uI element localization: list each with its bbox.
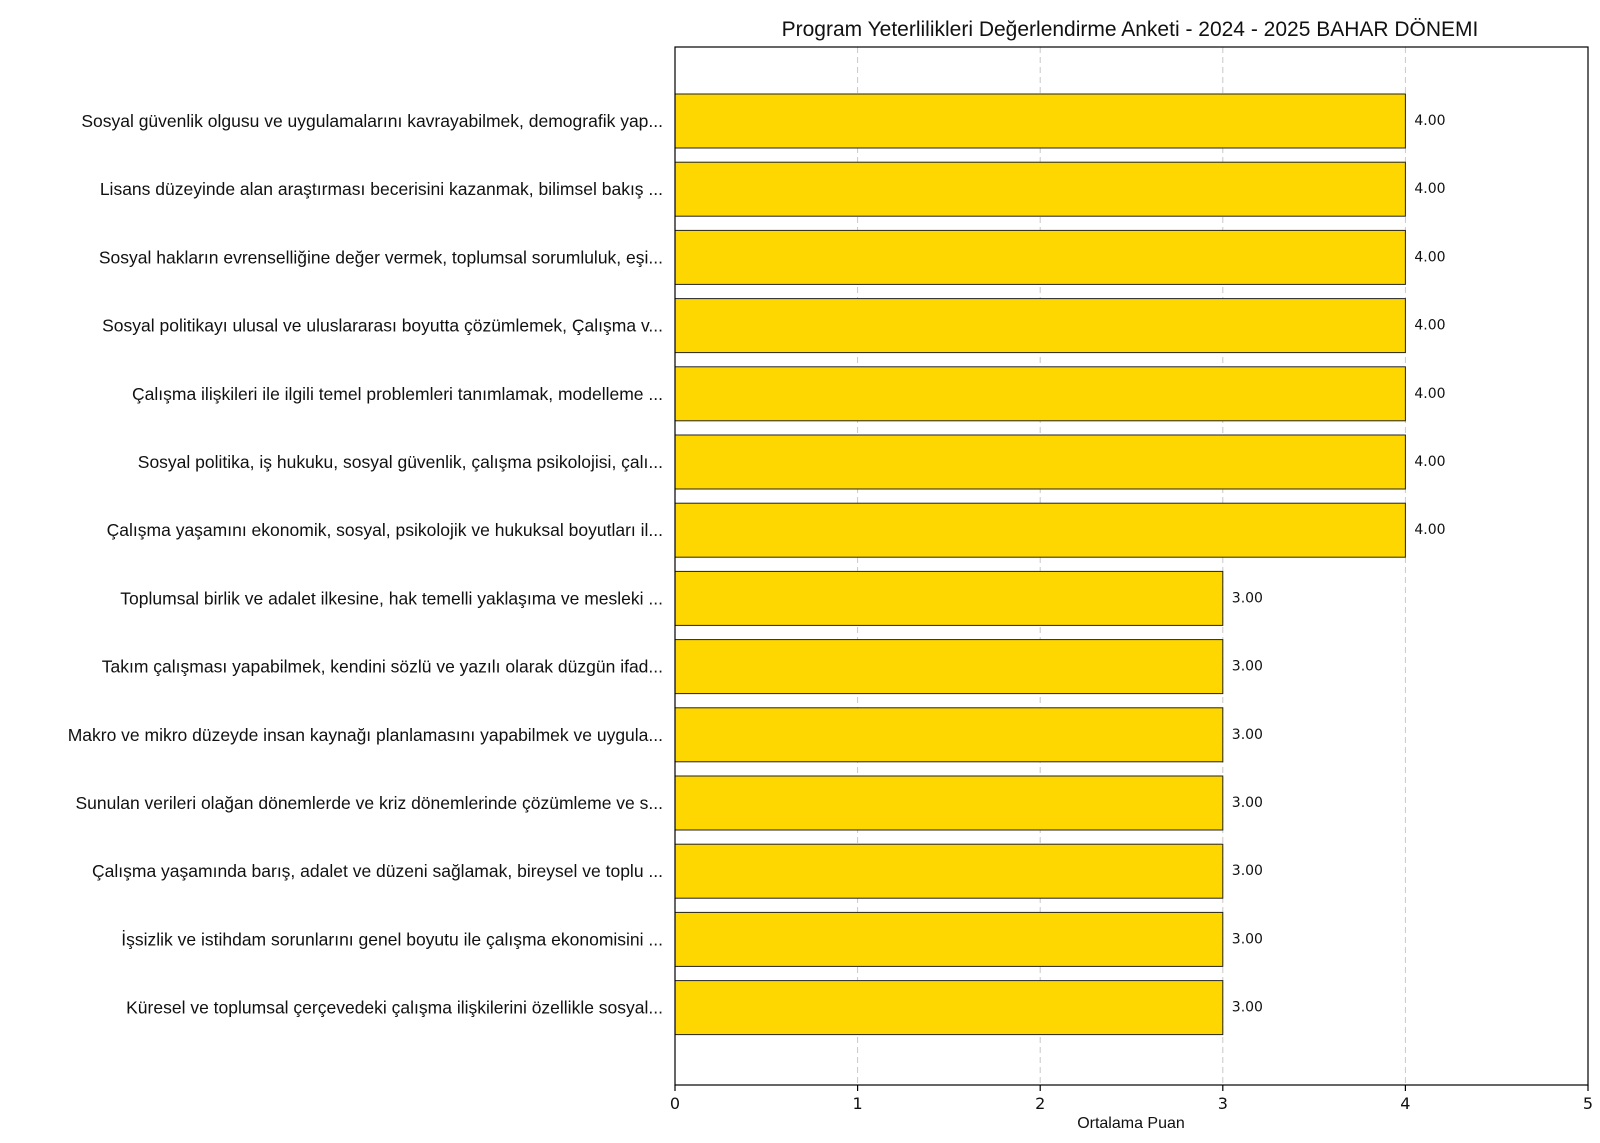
value-label: 3.00 [1232,1000,1263,1016]
value-label: 3.00 [1232,659,1263,675]
category-label: Sosyal hakların evrenselliğine değer ver… [99,247,663,267]
bar [674,229,1406,285]
value-label: 3.00 [1232,795,1263,811]
x-tick-label: 0 [670,1094,680,1113]
category-label: Lisans düzeyinde alan araştırması beceri… [100,179,663,199]
category-label: Takım çalışması yapabilmek, kendini sözl… [102,657,663,677]
bar [674,93,1406,149]
x-axis-label: Ortalama Puan [1077,1115,1185,1132]
bar [674,434,1406,490]
bar [674,639,1224,695]
chart-title: Program Yeterlilikleri Değerlendirme Ank… [782,18,1479,41]
x-axis-ticks: 0 1 2 3 4 5 [670,1085,1593,1113]
bar [674,161,1406,217]
category-label: Sunulan verileri olağan dönemlerde ve kr… [75,793,663,813]
value-label: 4.00 [1414,249,1445,265]
category-label: Çalışma ilişkileri ile ilgili temel prob… [132,384,663,404]
value-labels: 4.00 4.00 4.00 4.00 4.00 4.00 4.00 3.00 3.00 3.00… [1232,113,1446,1016]
category-label: Sosyal politikayı ulusal ve uluslararası… [102,316,663,336]
bar [674,707,1224,763]
value-label: 3.00 [1232,590,1263,606]
category-label: İşsizlik ve istihdam sorunlarını genel b… [121,929,663,949]
category-label: Küresel ve toplumsal çerçevedeki çalışma… [126,998,663,1018]
bars [674,93,1406,1036]
bar [674,570,1224,626]
x-tick-label: 3 [1218,1094,1228,1113]
category-labels: Sosyal güvenlik olgusu ve uygulamalarını… [68,111,663,1018]
value-label: 3.00 [1232,863,1263,879]
x-tick-label: 1 [853,1094,863,1113]
category-label: Toplumsal birlik ve adalet ilkesine, hak… [120,588,663,608]
category-label: Sosyal güvenlik olgusu ve uygulamalarını… [81,111,663,131]
value-label: 3.00 [1232,931,1263,947]
category-label: Makro ve mikro düzeyde insan kaynağı pla… [68,725,663,745]
x-tick-label: 5 [1583,1094,1593,1113]
bar [674,502,1406,558]
bar [674,843,1224,899]
value-label: 4.00 [1414,386,1445,402]
category-label: Çalışma yaşamını ekonomik, sosyal, psiko… [107,520,663,540]
bar [674,980,1224,1036]
value-label: 4.00 [1414,113,1445,129]
bar [674,775,1224,831]
value-label: 4.00 [1414,181,1445,197]
value-label: 4.00 [1414,522,1445,538]
value-label: 4.00 [1414,318,1445,334]
x-tick-label: 4 [1400,1094,1410,1113]
category-label: Çalışma yaşamında barış, adalet ve düzen… [92,861,663,881]
plot-frame [674,46,1589,1086]
bar [674,366,1406,422]
x-tick-label: 2 [1035,1094,1045,1113]
bar [674,298,1406,354]
bar [674,911,1224,967]
value-label: 4.00 [1414,454,1445,470]
value-label: 3.00 [1232,727,1263,743]
category-label: Sosyal politika, iş hukuku, sosyal güven… [138,452,663,472]
